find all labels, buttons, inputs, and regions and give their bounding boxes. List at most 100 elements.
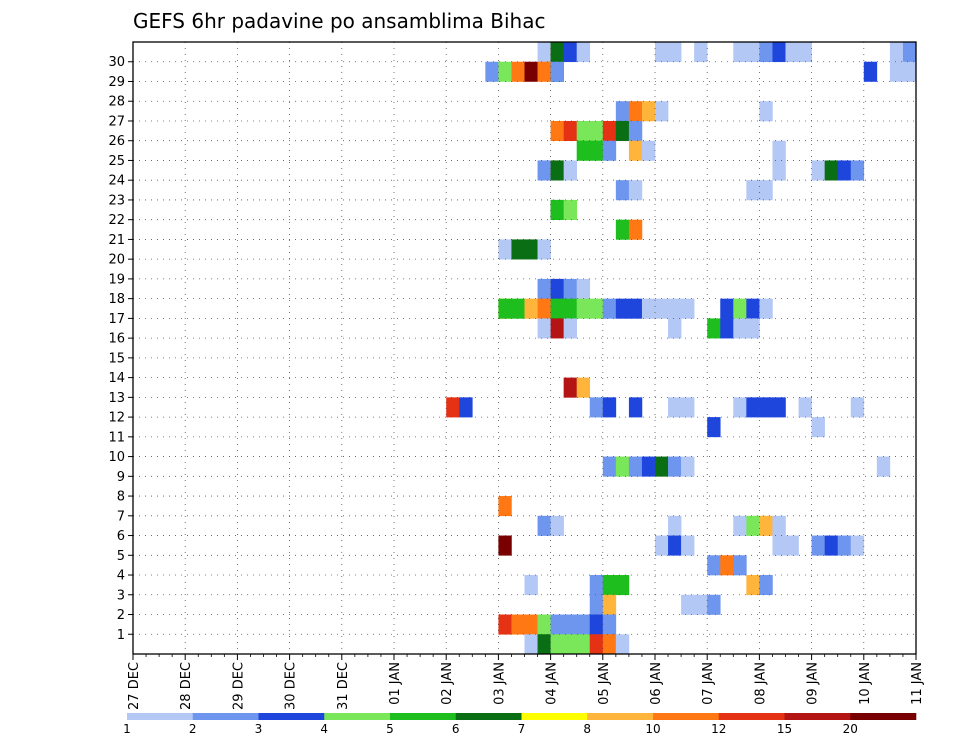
precip-cell (563, 634, 577, 655)
precip-cell (876, 456, 891, 477)
y-tick-label: 15 (108, 351, 125, 366)
precip-cell (524, 61, 538, 82)
precip-cell (694, 42, 708, 63)
y-tick-label: 16 (108, 332, 125, 347)
precip-cell (550, 160, 564, 181)
color-legend: 1 2 3 4 5 6 7 8 10 12 15 20 (123, 713, 917, 736)
precip-cell (550, 515, 564, 536)
y-tick-label: 11 (108, 430, 125, 445)
legend-label: 8 (583, 722, 591, 736)
precip-cell (537, 239, 551, 260)
chart-title: GEFS 6hr padavine po ansamblima Bihac (133, 9, 545, 33)
precip-cell (615, 120, 630, 142)
precip-cell (511, 298, 525, 319)
precip-cell (628, 120, 643, 142)
precip-cell (655, 42, 669, 63)
precip-cell (655, 456, 669, 477)
precip-cell (576, 377, 591, 398)
precip-cell (498, 239, 512, 260)
precip-cell (628, 180, 643, 201)
precip-cell (550, 42, 564, 63)
precip-cell (576, 614, 591, 635)
precip-cell (576, 298, 591, 319)
precip-cell (681, 456, 695, 477)
legend-swatch (127, 713, 194, 720)
precip-cell (459, 397, 473, 418)
precip-cell (707, 594, 721, 615)
precip-cell (759, 298, 773, 319)
precip-cell (641, 101, 656, 122)
precip-cell (850, 535, 865, 556)
y-tick-label: 20 (108, 253, 125, 268)
legend-swatch (718, 713, 785, 720)
precip-cell (615, 634, 630, 655)
precip-cell (628, 456, 643, 477)
precip-cell (746, 180, 760, 201)
x-tick-label: 07 JAN (701, 662, 716, 705)
y-tick-label: 6 (117, 529, 125, 544)
precip-cell (681, 298, 695, 319)
legend-swatch (784, 713, 851, 720)
precip-cell (563, 614, 577, 635)
legend-label: 3 (255, 722, 263, 736)
precip-cell (628, 298, 643, 319)
precip-cell (746, 575, 760, 596)
precip-cell (511, 61, 525, 82)
legend-swatch (324, 713, 391, 720)
precip-cell (733, 318, 747, 339)
precip-cell (498, 614, 512, 635)
precip-cell (681, 535, 695, 556)
precip-cell (589, 634, 604, 655)
y-tick-label: 13 (108, 391, 125, 406)
y-tick-label: 8 (117, 490, 125, 505)
precip-cell (524, 575, 538, 596)
precip-cell (563, 160, 577, 181)
precip-cell (746, 42, 760, 63)
precip-cell (902, 61, 917, 82)
precip-cell (602, 140, 617, 161)
precip-cell (446, 397, 460, 418)
precip-cell (811, 417, 825, 438)
legend-swatch (850, 713, 917, 720)
legend-label: 6 (452, 722, 460, 736)
precip-cell (824, 535, 838, 556)
precip-cell (576, 634, 591, 655)
precip-cell (563, 278, 577, 299)
precip-cell (550, 298, 564, 319)
precip-cell (602, 614, 617, 635)
precip-cell (563, 42, 577, 63)
precip-cell (550, 614, 564, 635)
legend-label: 7 (518, 722, 526, 736)
y-tick-label: 23 (108, 193, 125, 208)
x-tick-label: 28 DEC (179, 662, 194, 710)
precip-cell (811, 535, 825, 556)
precip-cell (563, 199, 577, 220)
precip-cell (615, 456, 630, 477)
precip-cell (589, 575, 604, 596)
precip-cell (576, 120, 591, 142)
precip-cell (668, 298, 682, 319)
y-tick-label: 27 (108, 114, 125, 129)
x-tick-label: 08 JAN (753, 662, 768, 705)
precip-cell (785, 535, 799, 556)
legend-swatch (258, 713, 325, 720)
x-tick-label: 27 DEC (127, 662, 142, 710)
precip-cell (668, 397, 682, 418)
precip-cell (576, 140, 591, 161)
y-tick-label: 9 (117, 470, 125, 485)
precip-cell (602, 397, 617, 418)
precip-cell (511, 614, 525, 635)
precip-cell (615, 219, 630, 240)
precip-cell (615, 101, 630, 122)
legend-label: 20 (843, 722, 858, 736)
precip-cell (602, 634, 617, 655)
precip-cell (733, 298, 747, 319)
precip-cell (628, 397, 643, 418)
precip-cell (563, 298, 577, 319)
precip-cell (720, 318, 734, 339)
legend-label: 10 (645, 722, 660, 736)
y-tick-label: 4 (117, 569, 125, 584)
precip-cell (681, 594, 695, 615)
precip-cell (576, 42, 591, 63)
y-tick-label: 29 (108, 75, 125, 90)
